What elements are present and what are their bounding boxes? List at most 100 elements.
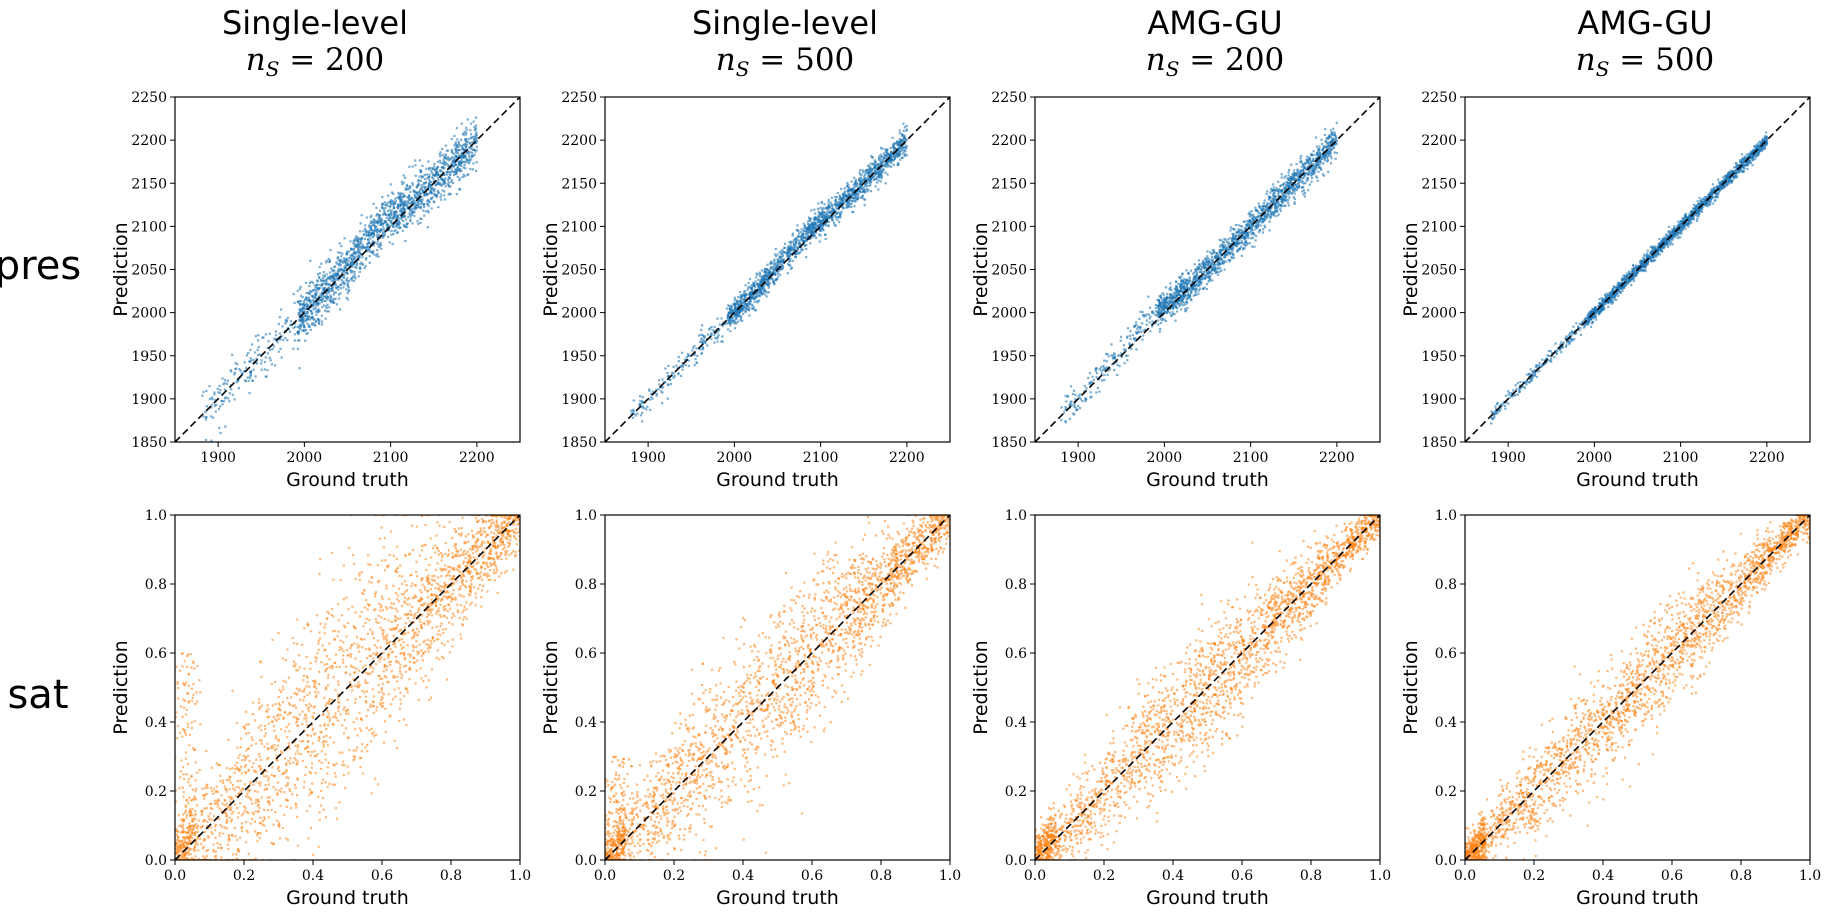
scatter-point xyxy=(355,243,358,246)
scatter-point xyxy=(453,134,456,138)
scatter-point xyxy=(406,187,409,190)
scatter-point xyxy=(824,217,827,220)
scatter-point xyxy=(455,149,458,152)
scatter-point xyxy=(443,173,446,176)
scatter-point xyxy=(260,359,263,362)
scatter-point xyxy=(1169,286,1172,289)
scatter-point xyxy=(433,193,436,196)
scatter-point xyxy=(1322,147,1325,150)
scatter-point xyxy=(736,315,739,318)
y-tick-label: 1950 xyxy=(131,349,167,365)
scatter-point xyxy=(381,207,384,210)
scatter-point xyxy=(376,228,380,231)
scatter-point xyxy=(1124,354,1128,357)
scatter-point xyxy=(1229,247,1233,250)
scatter-point xyxy=(812,231,815,234)
scatter-point xyxy=(882,160,885,163)
scatter-point xyxy=(326,303,329,306)
scatter-point xyxy=(1064,405,1067,408)
scatter-point xyxy=(632,410,635,413)
scatter-point xyxy=(396,221,399,225)
scatter-point xyxy=(347,262,350,265)
scatter-point xyxy=(770,277,773,280)
scatter-point xyxy=(1103,359,1106,362)
y-tick-label: 1900 xyxy=(131,392,167,408)
scatter-point xyxy=(1315,145,1318,148)
scatter-point xyxy=(301,318,304,321)
scatter-point xyxy=(818,215,821,219)
y-tick-label: 2150 xyxy=(561,176,597,192)
scatter-point xyxy=(312,298,315,302)
scatter-point xyxy=(1272,199,1275,202)
scatter-point xyxy=(455,143,459,147)
scatter-point xyxy=(317,308,320,311)
scatter-point xyxy=(331,287,334,290)
scatter-point xyxy=(661,391,664,394)
scatter-point xyxy=(1098,378,1101,381)
scatter-point xyxy=(427,160,430,163)
scatter-point xyxy=(744,310,747,313)
scatter-point xyxy=(298,300,301,303)
scatter-point xyxy=(1195,287,1198,290)
scatter-point xyxy=(249,359,252,362)
scatter-point xyxy=(218,384,221,387)
scatter-point xyxy=(336,262,339,265)
scatter-point xyxy=(863,178,866,181)
scatter-point xyxy=(780,255,783,258)
scatter-point xyxy=(830,212,833,215)
scatter-point xyxy=(1251,236,1254,239)
scatter-point xyxy=(389,225,392,228)
scatter-point xyxy=(1269,202,1272,205)
scatter-point xyxy=(402,174,405,177)
scatter-point xyxy=(655,394,658,397)
scatter-point xyxy=(446,173,449,176)
scatter-point xyxy=(713,333,716,336)
scatter-point xyxy=(893,149,896,152)
scatter-point xyxy=(1320,138,1323,141)
scatter-point xyxy=(312,296,315,299)
scatter-point xyxy=(299,300,303,303)
scatter-point xyxy=(1273,203,1277,206)
scatter-point xyxy=(667,383,670,387)
scatter-point xyxy=(861,178,864,181)
scatter-point xyxy=(852,189,855,192)
scatter-point xyxy=(426,193,429,196)
scatter-point xyxy=(341,275,344,278)
scatter-point xyxy=(1066,395,1069,398)
scatter-point xyxy=(408,187,411,190)
scatter-point xyxy=(337,267,340,270)
scatter-point xyxy=(862,189,865,192)
scatter-point xyxy=(746,297,749,300)
scatter-point xyxy=(763,290,766,293)
scatter-point xyxy=(302,323,306,327)
scatter-point xyxy=(398,217,401,220)
scatter-point xyxy=(425,173,428,176)
scatter-point xyxy=(1180,287,1183,290)
scatter-point xyxy=(332,275,335,279)
scatter-point xyxy=(700,333,703,336)
scatter-point xyxy=(841,196,844,199)
scatter-point xyxy=(466,149,469,152)
scatter-point xyxy=(349,277,352,280)
scatter-point xyxy=(254,375,257,378)
scatter-point xyxy=(1163,310,1166,313)
scatter-point xyxy=(834,214,837,217)
scatter-point xyxy=(317,287,320,290)
scatter-point xyxy=(464,167,467,170)
scatter-point xyxy=(1136,325,1140,328)
scatter-point xyxy=(318,320,321,323)
scatter-point xyxy=(748,285,751,288)
scatter-point xyxy=(273,337,276,340)
scatter-point xyxy=(790,240,793,243)
scatter-point xyxy=(338,263,341,266)
y-tick-label: 2250 xyxy=(131,90,167,106)
scatter-point xyxy=(813,216,816,219)
scatter-point xyxy=(765,283,768,286)
scatter-point xyxy=(814,212,817,215)
scatter-point xyxy=(770,267,773,270)
scatter-point xyxy=(896,141,899,144)
scatter-point xyxy=(366,245,369,248)
scatter-point xyxy=(396,196,399,199)
scatter-point xyxy=(334,271,337,274)
scatter-point xyxy=(465,142,468,146)
